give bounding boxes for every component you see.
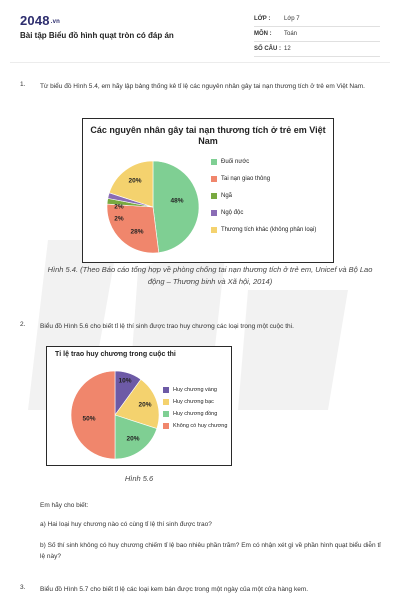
chart-legend: Huy chương vàng Huy chương bạc Huy chương … (163, 387, 231, 447)
question-intro: Em hãy cho biết: (40, 502, 89, 509)
sub-question-b: b) Số thí sinh không có huy chương chiếm… (40, 542, 381, 560)
legend-swatch (163, 411, 169, 417)
pie-slice (106, 203, 160, 254)
meta-value: 12 (284, 46, 291, 52)
question-text: Từ biểu đồ Hình 5.4, em hãy lập bảng thố… (40, 83, 365, 90)
pie-slice-label: 2% (114, 216, 124, 223)
pie-slice (70, 370, 116, 460)
legend-swatch (211, 193, 217, 199)
legend-label: Ngã (221, 193, 233, 199)
pie-slice-label: 10% (118, 378, 131, 385)
legend-label: Ngộ độc (221, 210, 244, 216)
pie-chart-2: 10% 20% 20% 50% (70, 370, 160, 460)
pie-slice-label: 48% (170, 198, 183, 205)
meta-row-count: SỐ CÂU : 12 (254, 43, 380, 57)
legend-swatch (211, 210, 217, 216)
legend-label: Thương tích khác (không phân loại) (221, 227, 317, 233)
legend-swatch (211, 227, 217, 233)
chart-legend: Đuối nước Tai nạn giao thông Ngã Ngộ độc Thư… (211, 159, 329, 259)
legend-swatch (211, 159, 217, 165)
chart-medal-ratio: Tỉ lệ trao huy chương trong cuộc thi 10%… (46, 346, 232, 466)
pie-slice-label: 2% (114, 204, 124, 211)
meta-value: Lớp 7 (284, 16, 300, 22)
meta-row-class: LỚP : Lớp 7 (254, 13, 380, 27)
question-text: Biểu đồ Hình 5.7 cho biết tỉ lệ các loại… (40, 586, 309, 593)
meta-key: SỐ CÂU : (254, 46, 281, 52)
pie-slice-label: 28% (130, 229, 143, 236)
figure-caption: Hình 5.4. (Theo Báo cáo tổng hợp về phòn… (47, 265, 373, 286)
legend-label: Huy chương vàng (173, 387, 217, 393)
legend-label: Không có huy chương (173, 423, 228, 429)
meta-key: LỚP : (254, 16, 271, 22)
meta-value: Toán (284, 31, 298, 37)
legend-swatch (163, 423, 169, 429)
legend-label: Tai nạn giao thông (221, 176, 271, 182)
pie-slice-label: 20% (138, 402, 151, 409)
header-divider (10, 62, 390, 63)
question-number: 1. (20, 81, 26, 88)
page-header: 2048.vn Bài tập Biểu đồ hình quạt tròn c… (0, 0, 400, 64)
question-text: Biểu đồ Hình 5.6 cho biết tỉ lệ thí sinh… (40, 323, 294, 330)
pie-slice (152, 160, 200, 253)
chart-injury-causes: Các nguyên nhân gây tai nạn thương tích … (82, 118, 334, 263)
pie-slice-label: 20% (126, 436, 139, 443)
meta-row-subject: MÔN : Toán (254, 28, 380, 42)
document-title: Bài tập Biểu đồ hình quạt tròn có đáp án (20, 31, 174, 40)
legend-label: Huy chương bạc (173, 399, 214, 405)
legend-swatch (211, 176, 217, 182)
pie-slice (114, 378, 160, 429)
site-logo[interactable]: 2048.vn (20, 13, 61, 28)
pie-slice (114, 414, 158, 460)
pie-slice-label: 50% (82, 416, 95, 423)
sub-question-a: a) Hai loại huy chương nào có cùng tỉ lệ… (40, 521, 212, 528)
question-number: 2. (20, 321, 26, 328)
legend-label: Đuối nước (221, 159, 250, 165)
figure-caption: Hình 5.6 (124, 474, 154, 483)
legend-swatch (163, 387, 169, 393)
pie-chart-1: 48% 28% 2% 2% 20% (106, 160, 200, 254)
pie-slice-label: 20% (128, 178, 141, 185)
pie-slice (108, 160, 154, 208)
question-number: 3. (20, 584, 26, 591)
legend-label: Huy chương đồng (173, 411, 218, 417)
legend-swatch (163, 399, 169, 405)
chart-title: Các nguyên nhân gây tai nạn thương tích … (90, 125, 326, 146)
meta-key: MÔN : (254, 31, 272, 37)
chart-title: Tỉ lệ trao huy chương trong cuộc thi (55, 351, 176, 358)
